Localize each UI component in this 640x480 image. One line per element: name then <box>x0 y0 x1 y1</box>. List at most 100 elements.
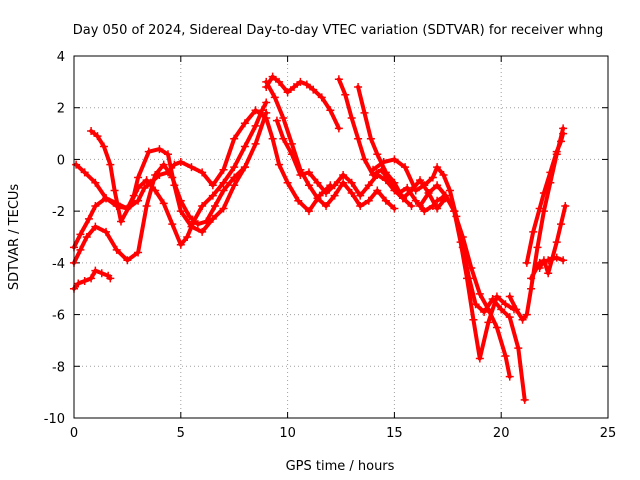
series-layer <box>70 72 570 404</box>
data-point <box>189 217 198 226</box>
data-point <box>159 160 168 169</box>
data-point <box>304 168 313 177</box>
data-point <box>501 351 510 360</box>
y-axis-label: SDTVAR / TECUs <box>7 184 22 291</box>
data-point <box>142 201 151 210</box>
series-line-track-13 <box>435 193 512 379</box>
data-point <box>480 307 489 316</box>
data-point <box>420 207 429 216</box>
data-point <box>450 207 459 216</box>
data-point <box>552 253 561 262</box>
data-point <box>296 170 305 179</box>
series-track-6 <box>262 72 343 133</box>
data-point <box>546 168 555 177</box>
x-tick-label: 0 <box>70 426 78 441</box>
data-point <box>279 134 288 143</box>
data-point <box>390 178 399 187</box>
y-tick-label: -6 <box>52 309 65 324</box>
data-point <box>522 258 531 267</box>
data-point <box>512 305 521 314</box>
data-point <box>219 186 228 195</box>
data-point <box>433 196 442 205</box>
data-point <box>381 168 390 177</box>
data-point <box>475 354 484 363</box>
data-point <box>72 160 81 169</box>
data-point <box>424 189 433 198</box>
data-point <box>198 168 207 177</box>
data-point <box>458 233 467 241</box>
data-point <box>272 116 281 125</box>
data-point <box>230 134 239 143</box>
data-point <box>544 269 553 278</box>
data-point <box>110 186 119 195</box>
x-tick-label: 10 <box>279 426 296 441</box>
data-point <box>176 196 185 205</box>
data-point <box>379 158 388 167</box>
data-point <box>520 395 529 404</box>
data-point <box>185 212 194 221</box>
data-point <box>91 266 100 275</box>
series-track-15 <box>522 129 568 267</box>
series-line-track-10 <box>356 85 448 211</box>
data-point <box>268 72 277 81</box>
series-track-5 <box>87 98 271 249</box>
data-point <box>287 139 296 148</box>
data-point <box>501 300 510 309</box>
data-point <box>74 279 83 288</box>
data-point <box>505 372 514 381</box>
data-point <box>322 189 331 198</box>
data-point <box>433 204 442 213</box>
plot-frame <box>73 55 609 419</box>
data-point <box>240 163 249 172</box>
data-point <box>168 173 177 182</box>
data-point <box>416 176 425 185</box>
data-point <box>341 90 350 99</box>
data-point <box>390 155 399 164</box>
y-tick-label: 0 <box>57 153 65 168</box>
data-point <box>557 220 566 229</box>
data-point <box>559 129 568 138</box>
data-point <box>309 85 318 94</box>
data-point <box>535 204 544 213</box>
data-point <box>527 274 536 283</box>
data-point <box>202 217 211 226</box>
data-point <box>420 181 429 190</box>
data-point <box>176 240 185 249</box>
data-point <box>492 292 501 301</box>
data-point <box>240 142 249 151</box>
data-point <box>134 183 143 192</box>
data-point <box>505 313 514 322</box>
data-point <box>439 170 448 179</box>
data-point <box>334 124 343 133</box>
data-point <box>433 181 442 190</box>
data-point <box>559 256 568 265</box>
data-point <box>533 243 542 252</box>
data-point <box>257 106 266 115</box>
data-point <box>210 201 219 210</box>
data-point <box>198 201 207 210</box>
data-point <box>326 106 335 115</box>
data-point <box>106 274 115 283</box>
data-point <box>151 170 160 179</box>
data-point <box>411 186 420 195</box>
data-point <box>294 196 303 205</box>
data-point <box>102 227 111 236</box>
data-point <box>539 207 548 216</box>
data-point <box>364 196 373 205</box>
series-line-track-11 <box>371 157 527 402</box>
data-point <box>87 126 96 135</box>
data-point <box>467 264 476 273</box>
data-point <box>373 150 382 159</box>
data-point <box>356 191 365 200</box>
data-point <box>304 181 313 190</box>
data-point <box>296 77 305 86</box>
data-point <box>168 220 177 229</box>
data-point <box>155 145 164 154</box>
data-point <box>339 178 348 187</box>
data-point <box>142 176 151 185</box>
data-point <box>144 147 153 156</box>
data-point <box>230 163 239 172</box>
data-point <box>347 189 356 198</box>
data-point <box>183 233 192 241</box>
